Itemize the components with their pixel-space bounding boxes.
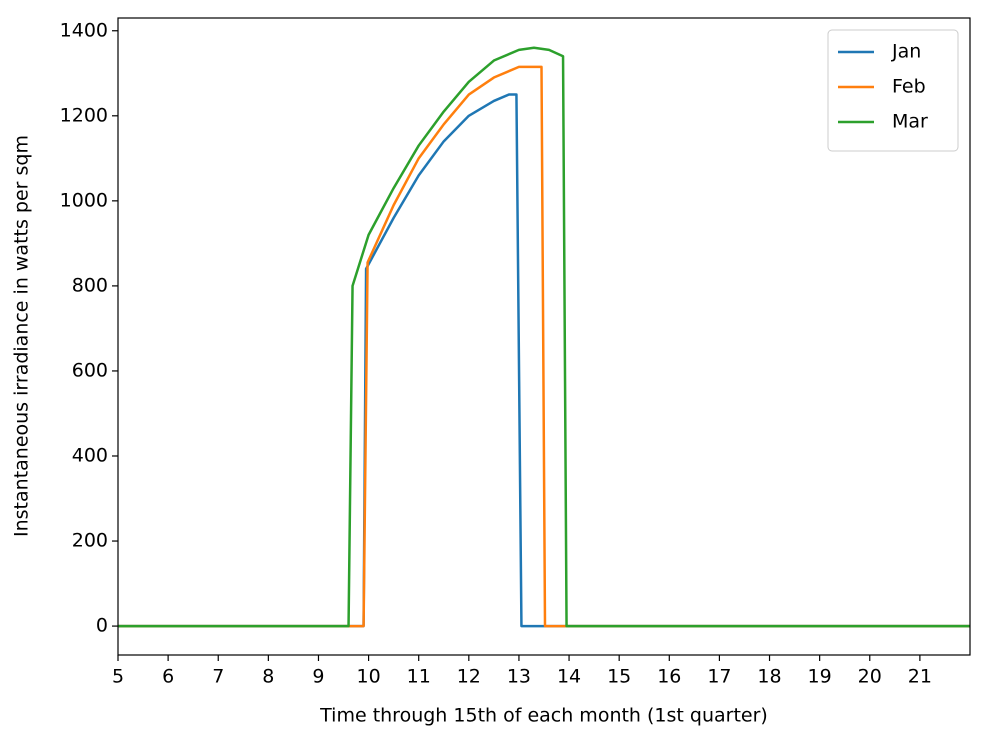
legend-label: Mar	[892, 111, 928, 133]
x-tick-label: 5	[112, 666, 124, 688]
data-line	[118, 46, 970, 628]
x-tick-label: 20	[858, 666, 882, 688]
y-tick-label: 400	[72, 444, 108, 466]
x-tick-label: 13	[507, 666, 531, 688]
x-tick-label: 12	[457, 666, 481, 688]
x-tick-label: 14	[557, 666, 581, 688]
x-tick-label: 10	[356, 666, 380, 688]
x-tick-label: 6	[162, 666, 174, 688]
x-tick-label: 7	[212, 666, 224, 688]
y-tick-label: 200	[72, 530, 108, 552]
x-tick-label: 17	[707, 666, 731, 688]
x-tick-label: 15	[607, 666, 631, 688]
y-tick-label: 1000	[60, 189, 108, 211]
y-tick-label: 800	[72, 274, 108, 296]
y-tick-label: 1200	[60, 104, 108, 126]
y-axis-label: Instantaneous irradiance in watts per sq…	[11, 135, 33, 537]
x-axis-label: Time through 15th of each month (1st qua…	[319, 705, 768, 727]
data-line	[118, 65, 970, 628]
x-tick-label: 8	[262, 666, 274, 688]
legend-label: Feb	[892, 76, 926, 98]
x-tick-label: 9	[312, 666, 324, 688]
x-tick-label: 16	[657, 666, 681, 688]
y-tick-label: 1400	[60, 19, 108, 41]
y-tick-label: 600	[72, 359, 108, 381]
x-tick-label: 11	[407, 666, 431, 688]
plot-frame	[117, 17, 971, 656]
x-tick-label: 21	[908, 666, 932, 688]
y-tick-label: 0	[96, 615, 108, 637]
x-tick-label: 19	[808, 666, 832, 688]
legend-label: Jan	[891, 41, 921, 63]
x-tick-label: 18	[757, 666, 781, 688]
